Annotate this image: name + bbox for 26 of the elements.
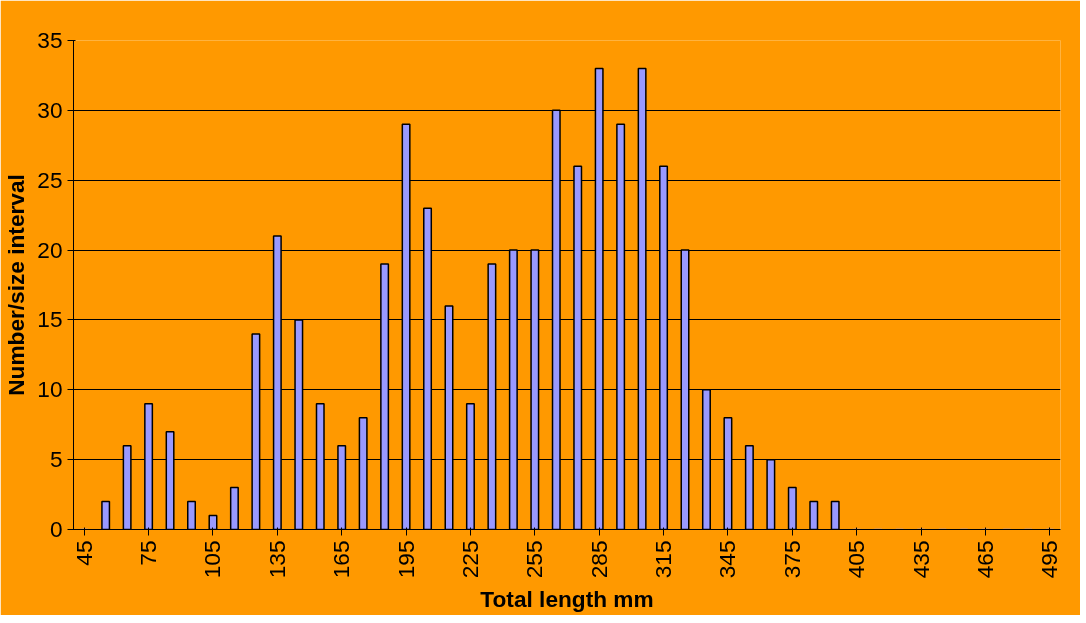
x-axis-title: Total length mm (480, 586, 654, 613)
y-tick-label: 0 (49, 516, 63, 542)
x-tick-label: 435 (907, 540, 934, 579)
y-tick-label: 30 (37, 96, 63, 123)
x-tick-label: 345 (714, 540, 741, 579)
y-tick-label: 35 (37, 27, 63, 53)
x-tick-label: 75 (135, 540, 162, 566)
x-tick-label: 135 (263, 540, 290, 579)
x-tick-label: 165 (328, 540, 355, 579)
x-tick-label: 225 (456, 540, 483, 579)
y-tick-label: 20 (37, 236, 63, 263)
x-tick-label: 495 (1036, 540, 1063, 579)
x-tick-label: 195 (392, 540, 419, 579)
x-tick-label: 465 (971, 540, 998, 579)
x-tick-label: 405 (843, 540, 870, 579)
x-tick-label: 255 (521, 540, 548, 579)
x-tick-label: 285 (585, 540, 612, 579)
y-tick-label: 15 (37, 306, 63, 333)
y-axis-title: Number/size interval (3, 174, 30, 396)
y-tick-label: 10 (37, 376, 63, 403)
x-tick-label: 375 (778, 540, 805, 579)
y-tick-label: 25 (37, 166, 63, 193)
x-tick-label: 105 (199, 540, 226, 579)
y-tick-label: 5 (49, 446, 63, 473)
x-tick-label: 45 (70, 540, 97, 566)
x-tick-label: 315 (650, 540, 677, 579)
